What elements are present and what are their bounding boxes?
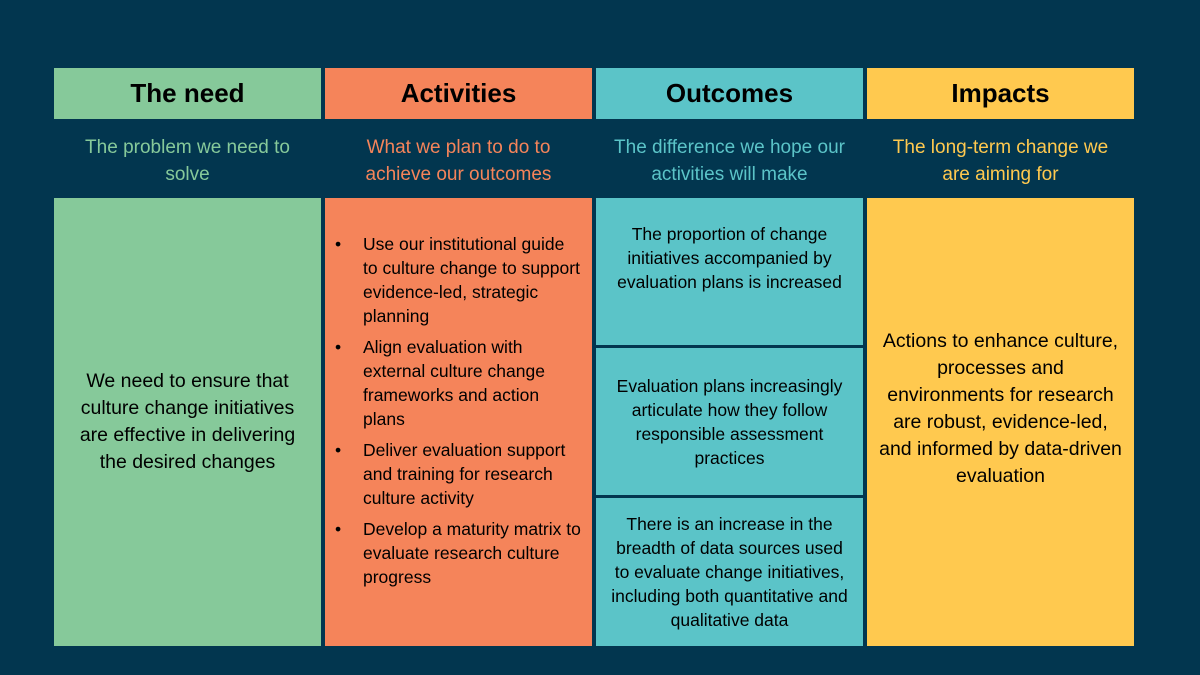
outcome-box: Evaluation plans increasingly articulate… [596,348,863,495]
impacts-text: Actions to enhance culture, processes an… [879,330,1122,487]
outcomes-header: Outcomes [596,68,863,119]
need-header: The need [54,68,321,119]
outcome-box: The proportion of change initiatives acc… [596,198,863,345]
need-text: We need to ensure that culture change in… [79,370,296,473]
activities-header: Activities [325,68,592,119]
outcomes-subtitle: The difference we hope our activities wi… [614,137,845,185]
outcome-box: There is an increase in the breadth of d… [596,498,863,646]
activity-item: Develop a maturity matrix to evaluate re… [335,517,582,589]
activities-list: Use our institutional guide to culture c… [325,232,592,596]
activities-body: Use our institutional guide to culture c… [325,198,592,646]
activity-item: Align evaluation with external culture c… [335,335,582,431]
activity-item: Use our institutional guide to culture c… [335,232,582,328]
impacts-subtitle: The long-term change we are aiming for [892,137,1109,185]
need-body: We need to ensure that culture change in… [54,198,321,646]
need-subtitle: The problem we need to solve [85,137,290,185]
impacts-header: Impacts [867,68,1134,119]
impacts-body: Actions to enhance culture, processes an… [867,198,1134,646]
activity-item: Deliver evaluation support and training … [335,438,582,510]
activities-subtitle: What we plan to do to achieve our outcom… [365,137,552,185]
